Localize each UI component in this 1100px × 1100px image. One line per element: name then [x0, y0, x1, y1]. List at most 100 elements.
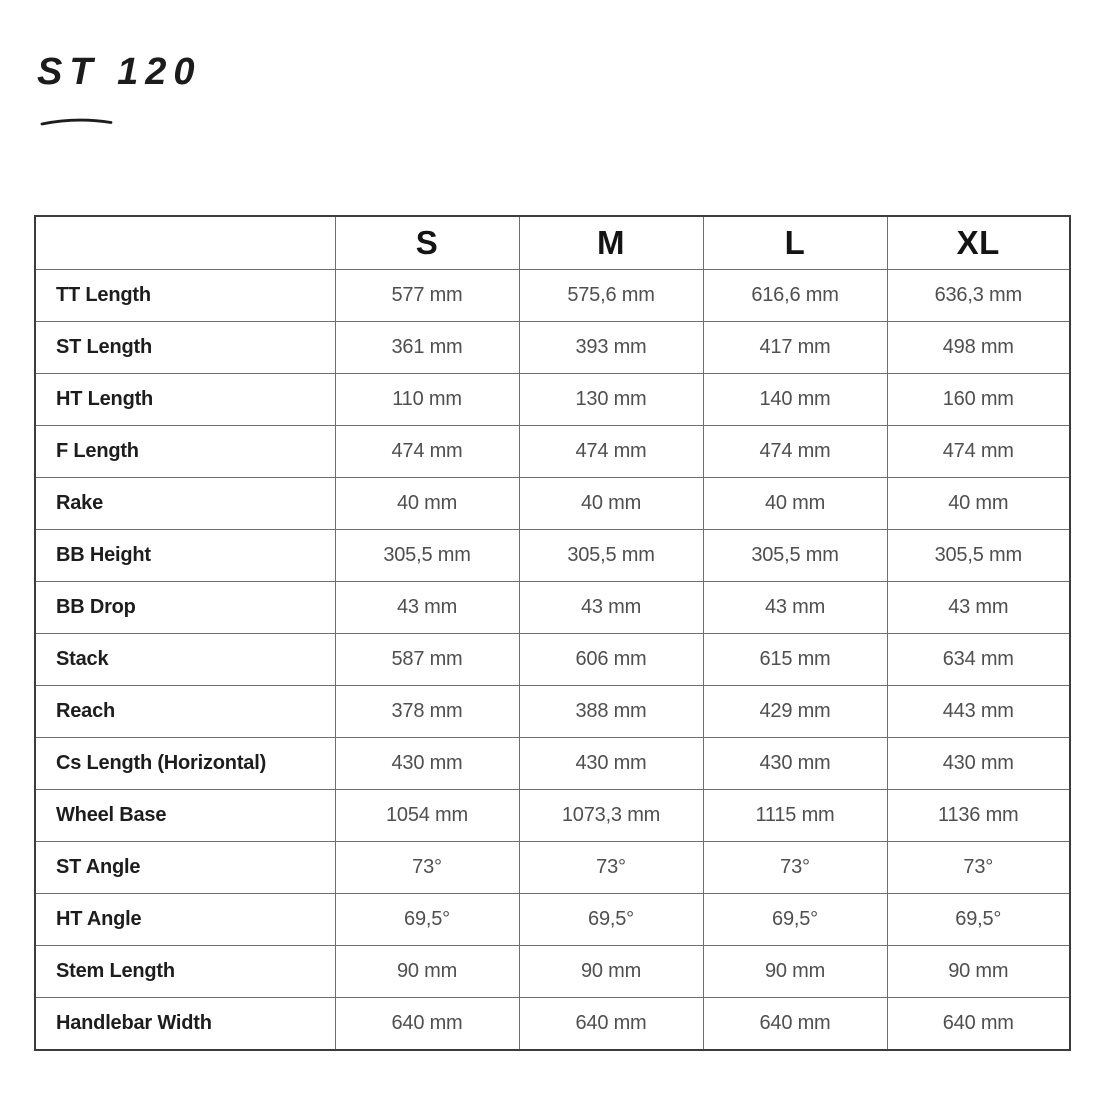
value-cell: 640 mm [886, 997, 1071, 1050]
value-cell: 575,6 mm [518, 269, 704, 322]
value-cell: 640 mm [334, 997, 520, 1050]
value-cell: 40 mm [886, 477, 1071, 530]
value-cell: 43 mm [886, 581, 1071, 634]
value-cell: 305,5 mm [886, 529, 1071, 582]
value-cell: 361 mm [334, 321, 520, 374]
geometry-table: S M L XL TT Length 577 mm 575,6 mm 616,6 mm 636… [34, 215, 1071, 1051]
header-row: S M L XL [34, 215, 1071, 270]
size-column-header: L [702, 215, 888, 270]
value-cell: 474 mm [702, 425, 888, 478]
table-row: Handlebar Width 640 mm 640 mm 640 mm 640 mm [34, 997, 1071, 1050]
table-row: HT Angle 69,5° 69,5° 69,5° 69,5° [34, 893, 1071, 946]
value-cell: 1054 mm [334, 789, 520, 842]
value-cell: 1115 mm [702, 789, 888, 842]
page-header: ST 120 [37, 52, 202, 92]
table-row: F Length 474 mm 474 mm 474 mm 474 mm [34, 425, 1071, 478]
value-cell: 474 mm [334, 425, 520, 478]
size-column-header: XL [886, 215, 1071, 270]
value-cell: 73° [702, 841, 888, 894]
value-cell: 69,5° [702, 893, 888, 946]
value-cell: 69,5° [518, 893, 704, 946]
row-label: HT Length [34, 373, 336, 426]
value-cell: 417 mm [702, 321, 888, 374]
value-cell: 40 mm [702, 477, 888, 530]
value-cell: 474 mm [518, 425, 704, 478]
table-row: BB Drop 43 mm 43 mm 43 mm 43 mm [34, 581, 1071, 634]
row-label: ST Length [34, 321, 336, 374]
value-cell: 160 mm [886, 373, 1071, 426]
value-cell: 430 mm [702, 737, 888, 790]
value-cell: 73° [518, 841, 704, 894]
value-cell: 305,5 mm [702, 529, 888, 582]
value-cell: 430 mm [334, 737, 520, 790]
value-cell: 474 mm [886, 425, 1071, 478]
row-label: Handlebar Width [34, 997, 336, 1050]
table-row: BB Height 305,5 mm 305,5 mm 305,5 mm 305,5 m… [34, 529, 1071, 582]
value-cell: 40 mm [518, 477, 704, 530]
table-row: Rake 40 mm 40 mm 40 mm 40 mm [34, 477, 1071, 530]
value-cell: 636,3 mm [886, 269, 1071, 322]
table-row: TT Length 577 mm 575,6 mm 616,6 mm 636,3 mm [34, 269, 1071, 322]
table-row: Wheel Base 1054 mm 1073,3 mm 1115 mm 1136 mm [34, 789, 1071, 842]
value-cell: 1136 mm [886, 789, 1071, 842]
table-row: Reach 378 mm 388 mm 429 mm 443 mm [34, 685, 1071, 738]
value-cell: 1073,3 mm [518, 789, 704, 842]
row-label: HT Angle [34, 893, 336, 946]
table-header: S M L XL [34, 215, 1071, 270]
table-body: TT Length 577 mm 575,6 mm 616,6 mm 636,3 mm S… [34, 269, 1071, 1050]
value-cell: 616,6 mm [702, 269, 888, 322]
value-cell: 305,5 mm [518, 529, 704, 582]
row-label: Stem Length [34, 945, 336, 998]
title-underline-swoosh [40, 118, 113, 126]
table-row: Stack 587 mm 606 mm 615 mm 634 mm [34, 633, 1071, 686]
value-cell: 430 mm [518, 737, 704, 790]
value-cell: 90 mm [334, 945, 520, 998]
page-title: ST 120 [37, 51, 202, 93]
value-cell: 90 mm [518, 945, 704, 998]
row-label: Rake [34, 477, 336, 530]
value-cell: 69,5° [334, 893, 520, 946]
value-cell: 90 mm [886, 945, 1071, 998]
value-cell: 90 mm [702, 945, 888, 998]
row-label: Cs Length (Horizontal) [34, 737, 336, 790]
value-cell: 388 mm [518, 685, 704, 738]
table-row: Cs Length (Horizontal) 430 mm 430 mm 430 mm… [34, 737, 1071, 790]
value-cell: 305,5 mm [334, 529, 520, 582]
row-label: BB Height [34, 529, 336, 582]
value-cell: 110 mm [334, 373, 520, 426]
table-row: ST Angle 73° 73° 73° 73° [34, 841, 1071, 894]
row-label: TT Length [34, 269, 336, 322]
value-cell: 73° [334, 841, 520, 894]
row-label: ST Angle [34, 841, 336, 894]
value-cell: 140 mm [702, 373, 888, 426]
corner-cell [34, 215, 336, 270]
table-row: ST Length 361 mm 393 mm 417 mm 498 mm [34, 321, 1071, 374]
value-cell: 69,5° [886, 893, 1071, 946]
size-column-header: S [334, 215, 520, 270]
value-cell: 393 mm [518, 321, 704, 374]
size-column-header: M [518, 215, 704, 270]
value-cell: 640 mm [518, 997, 704, 1050]
value-cell: 40 mm [334, 477, 520, 530]
row-label: Wheel Base [34, 789, 336, 842]
row-label: BB Drop [34, 581, 336, 634]
value-cell: 577 mm [334, 269, 520, 322]
value-cell: 587 mm [334, 633, 520, 686]
value-cell: 498 mm [886, 321, 1071, 374]
row-label: Stack [34, 633, 336, 686]
table-row: Stem Length 90 mm 90 mm 90 mm 90 mm [34, 945, 1071, 998]
value-cell: 73° [886, 841, 1071, 894]
value-cell: 615 mm [702, 633, 888, 686]
value-cell: 43 mm [518, 581, 704, 634]
value-cell: 130 mm [518, 373, 704, 426]
row-label: Reach [34, 685, 336, 738]
row-label: F Length [34, 425, 336, 478]
value-cell: 430 mm [886, 737, 1071, 790]
value-cell: 429 mm [702, 685, 888, 738]
value-cell: 378 mm [334, 685, 520, 738]
table-row: HT Length 110 mm 130 mm 140 mm 160 mm [34, 373, 1071, 426]
value-cell: 43 mm [702, 581, 888, 634]
value-cell: 634 mm [886, 633, 1071, 686]
value-cell: 640 mm [702, 997, 888, 1050]
